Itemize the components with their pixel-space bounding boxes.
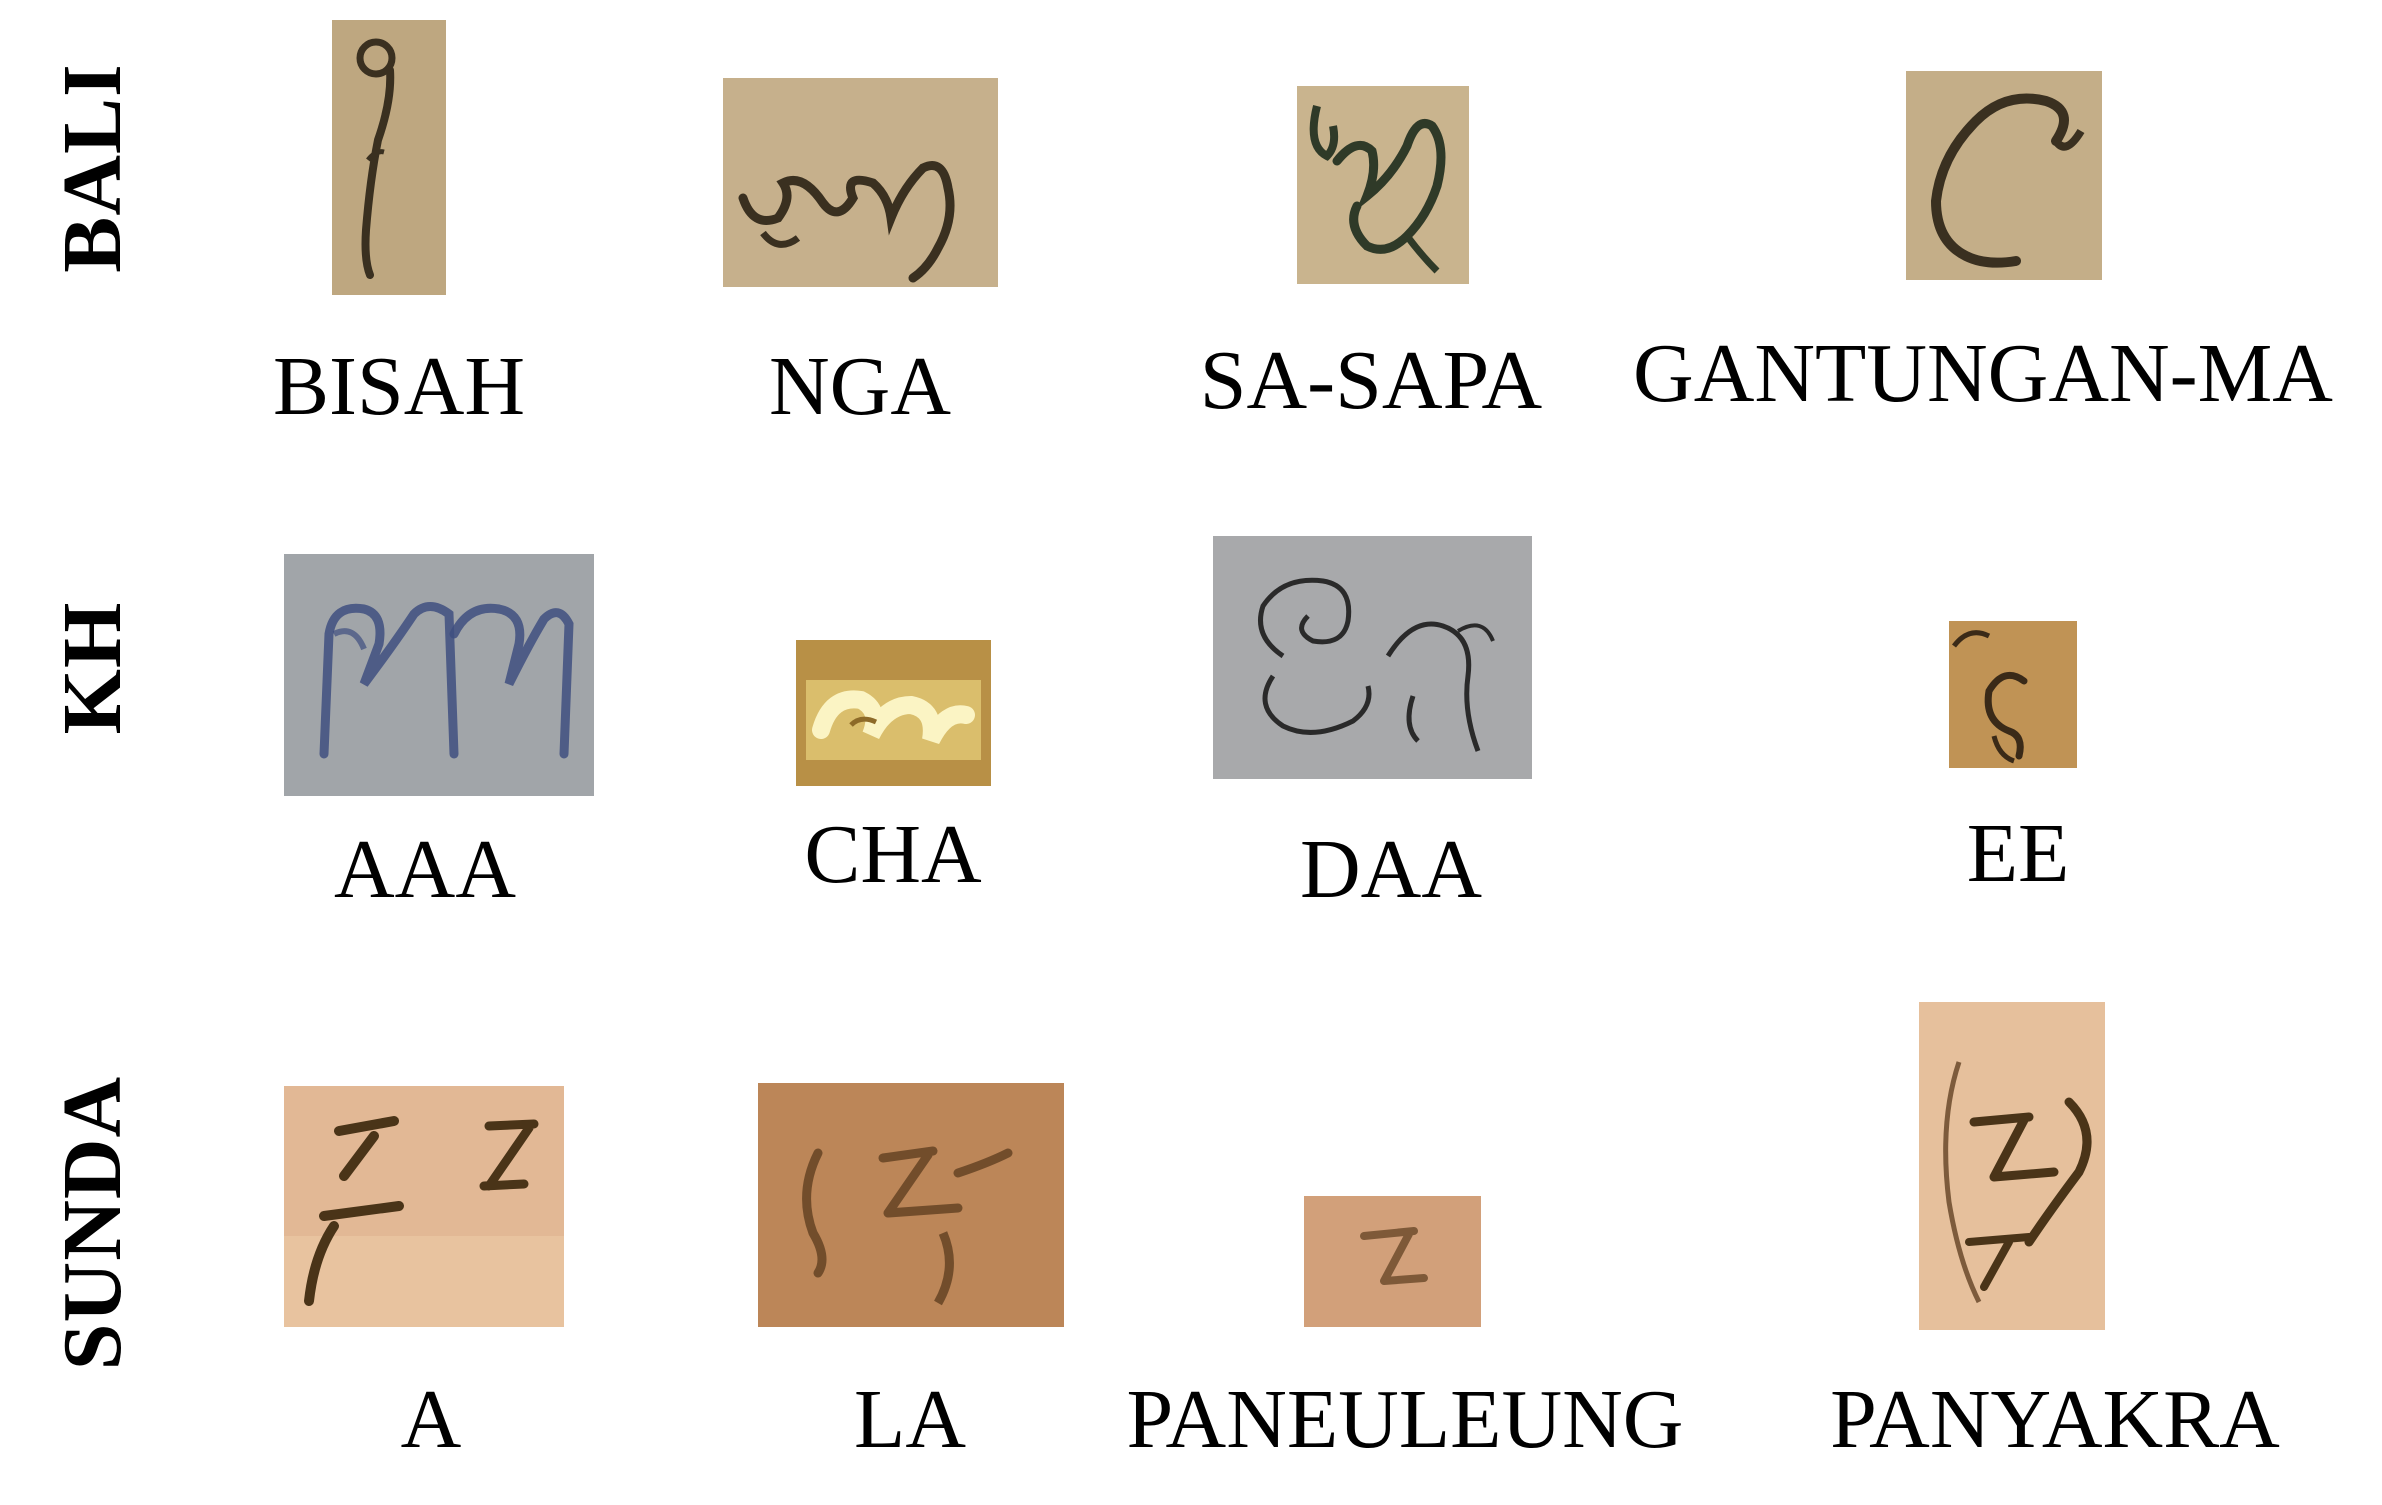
khmer-cha-glyph-icon [796, 640, 991, 786]
caption-aaa: AAA [334, 828, 516, 912]
sundanese-a-glyph-icon [284, 1086, 564, 1327]
row-label-bali: BALI [51, 63, 135, 272]
balinese-gantungan-ma-glyph-icon [1906, 71, 2102, 280]
row-label-kh: KH [51, 602, 135, 735]
caption-gantungan-ma: GANTUNGAN-MA [1633, 332, 2333, 416]
row-label-sunda: SUNDA [51, 1076, 135, 1370]
caption-la: LA [854, 1378, 966, 1462]
khmer-aaa-glyph-icon [284, 554, 594, 796]
caption-cha: CHA [804, 813, 981, 897]
caption-bisah: BISAH [273, 345, 525, 429]
balinese-nga-glyph-icon [723, 78, 998, 287]
balinese-bisah-glyph-icon [332, 20, 446, 295]
caption-panyakra: PANYAKRA [1830, 1378, 2280, 1462]
caption-sa-sapa: SA-SAPA [1200, 339, 1542, 423]
caption-a: A [401, 1378, 462, 1462]
sundanese-la-glyph-icon [758, 1083, 1064, 1327]
caption-nga: NGA [769, 345, 951, 429]
sundanese-paneuleung-glyph-icon [1304, 1196, 1481, 1327]
caption-paneuleung: PANEULEUNG [1127, 1378, 1684, 1462]
khmer-daa-glyph-icon [1213, 536, 1532, 779]
khmer-ee-glyph-icon [1949, 621, 2077, 768]
caption-ee: EE [1967, 812, 2070, 896]
caption-daa: DAA [1300, 828, 1482, 912]
sundanese-panyakra-glyph-icon [1919, 1002, 2105, 1330]
balinese-sa-sapa-glyph-icon [1297, 86, 1469, 284]
